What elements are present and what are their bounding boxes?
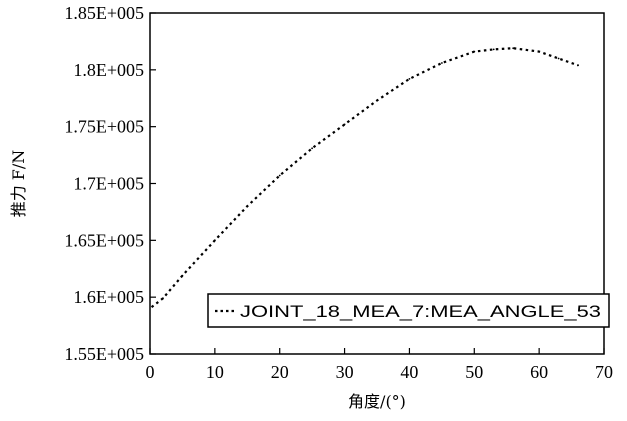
data-point <box>146 310 148 312</box>
x-tick-label: 0 <box>146 362 155 382</box>
data-point <box>577 64 579 67</box>
x-tick-label: 50 <box>465 362 483 382</box>
x-tick-label: 30 <box>336 362 354 382</box>
data-point <box>441 62 443 64</box>
data-point <box>473 50 476 53</box>
y-tick-label: 1.7E+005 <box>73 174 144 194</box>
data-point <box>538 50 540 53</box>
data-point <box>214 239 216 242</box>
data-point <box>512 47 515 50</box>
legend: JOINT_18_MEA_7:MEA_ANGLE_53 <box>207 293 610 328</box>
y-tick-label: 1.65E+005 <box>64 230 144 250</box>
data-point <box>343 123 346 126</box>
y-axis-title: 推力 F/N <box>9 150 28 218</box>
data-point <box>492 48 495 51</box>
y-tick-label: 1.55E+005 <box>64 344 144 364</box>
x-axis-title: 角度/(°) <box>348 392 406 411</box>
data-point <box>278 174 281 177</box>
legend-box <box>207 293 610 328</box>
x-tick-label: 10 <box>206 362 224 382</box>
data-point <box>246 205 249 208</box>
series-line <box>150 47 579 310</box>
tick-labels: 0 10 20 30 40 50 60 70 1.55E+005 1.6E+005 1.65E+00… <box>64 3 613 382</box>
x-tick-label: 20 <box>271 362 289 382</box>
legend-label: JOINT_18_MEA_7:MEA_ANGLE_53 <box>240 302 601 321</box>
data-point <box>311 147 313 150</box>
data-point <box>162 297 164 300</box>
data-point <box>376 99 378 102</box>
y-tick-label: 1.85E+005 <box>64 3 144 23</box>
data-point <box>557 57 560 60</box>
y-tick-label: 1.6E+005 <box>73 287 144 307</box>
x-tick-label: 70 <box>595 362 613 382</box>
y-tick-label: 1.75E+005 <box>64 117 144 137</box>
x-tick-label: 60 <box>530 362 548 382</box>
data-point <box>181 274 184 277</box>
y-tick-label: 1.8E+005 <box>73 60 144 80</box>
x-tick-label: 40 <box>400 362 418 382</box>
axis-ticks <box>149 12 605 355</box>
data-point <box>408 78 411 80</box>
